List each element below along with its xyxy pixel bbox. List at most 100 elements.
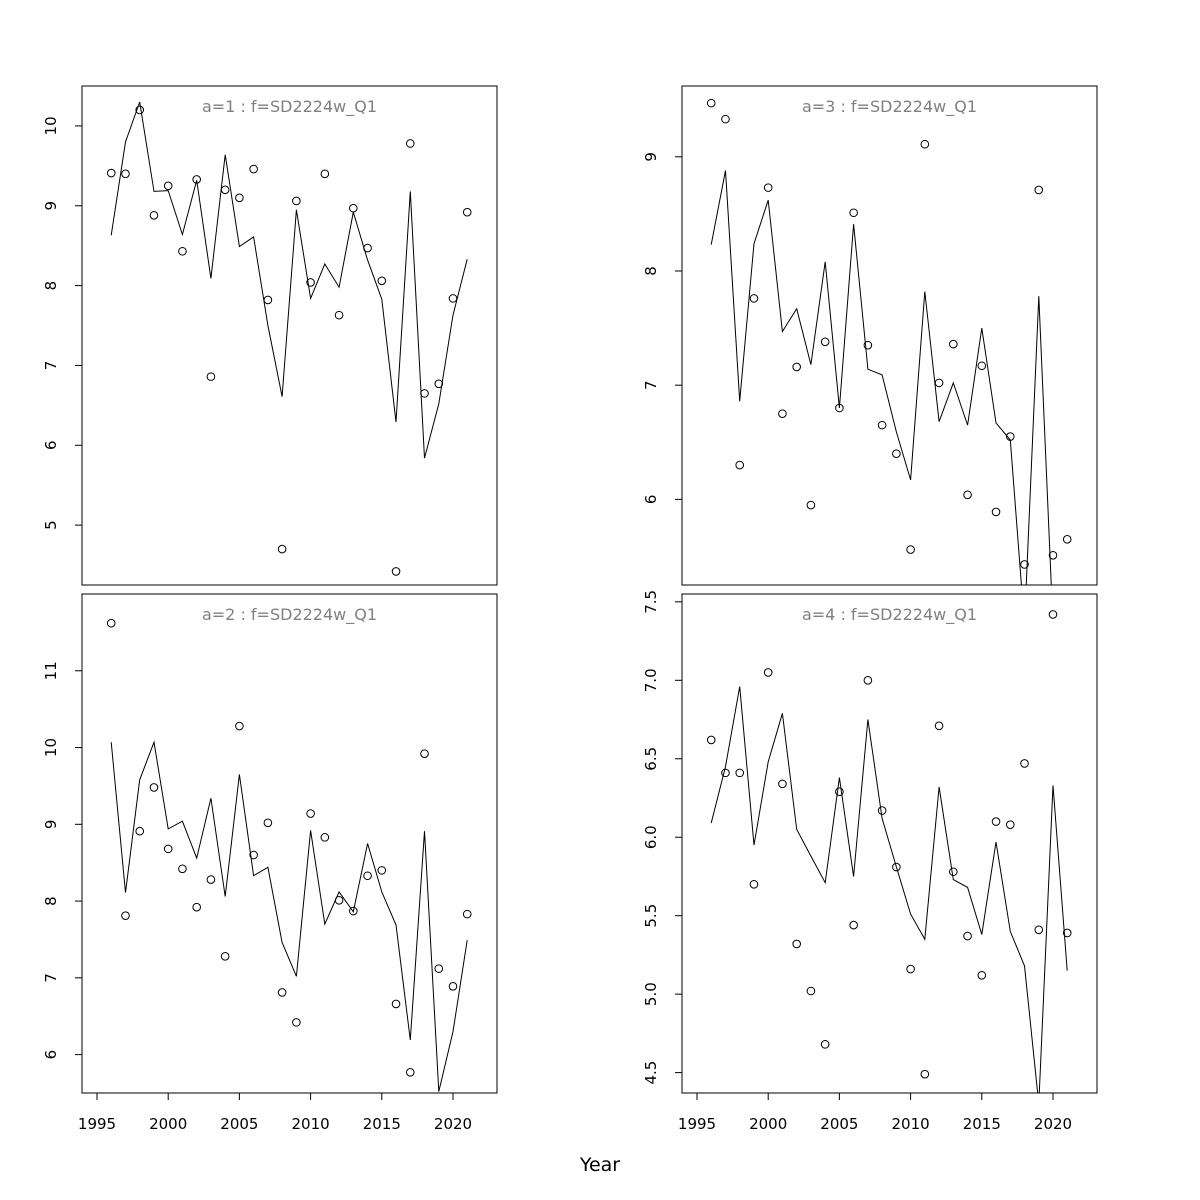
x-axis-label: Year	[579, 1154, 621, 1176]
data-point	[277, 544, 287, 554]
data-point	[1062, 928, 1072, 938]
data-point	[906, 545, 915, 554]
series-line	[110, 101, 468, 459]
x-tick-label: 1995	[78, 1115, 116, 1133]
x-tick-label: 2015	[963, 1115, 1001, 1133]
data-point	[149, 783, 159, 792]
data-point	[820, 337, 830, 347]
data-point	[163, 844, 173, 854]
data-point	[334, 310, 344, 320]
data-point	[977, 361, 987, 371]
data-point	[206, 875, 216, 884]
y-tick-label: 10	[42, 738, 60, 757]
data-point	[163, 181, 173, 191]
data-point	[706, 735, 716, 745]
data-point	[420, 389, 429, 398]
data-point	[778, 409, 787, 419]
data-point	[735, 460, 745, 470]
y-tick-label: 10	[42, 116, 60, 135]
data-point	[892, 449, 901, 458]
data-point	[220, 185, 230, 195]
data-point	[320, 833, 330, 842]
data-point	[220, 952, 230, 961]
plot-frame	[81, 85, 498, 586]
plot-frame	[81, 593, 498, 1094]
data-point	[391, 567, 401, 576]
data-point	[1005, 820, 1015, 829]
data-point	[1020, 759, 1029, 768]
plot-area	[106, 618, 472, 1092]
y-tick-label: 6	[42, 1050, 60, 1060]
y-tick-label: 9	[42, 201, 60, 211]
data-point	[462, 207, 472, 217]
data-point	[320, 169, 330, 179]
data-point	[135, 105, 145, 115]
data-point	[377, 866, 387, 875]
data-point	[920, 1069, 930, 1079]
x-tick-label: 1995	[678, 1115, 716, 1133]
y-tick-label: 8	[42, 281, 60, 291]
data-point	[306, 278, 315, 287]
data-point	[106, 168, 116, 178]
data-point	[434, 964, 444, 973]
y-tick-label: 4.5	[642, 1061, 660, 1085]
data-point	[149, 211, 159, 220]
data-point	[1062, 535, 1072, 544]
panel-title: a=3 : f=SD2224w_Q1	[802, 97, 977, 117]
data-point	[121, 169, 130, 179]
panel-title: a=2 : f=SD2224w_Q1	[202, 605, 377, 625]
data-point	[106, 618, 116, 628]
data-point	[863, 676, 873, 685]
data-point	[934, 721, 944, 731]
data-point	[391, 999, 401, 1009]
data-point	[263, 295, 273, 305]
panel-bottom-right: 4.5 5.0 5.5 6.0 6.5 7.0 7.5 1995 2000 2005 2010 201…	[642, 590, 1098, 1133]
data-point	[877, 806, 887, 815]
data-point	[135, 826, 145, 836]
data-point	[792, 939, 801, 949]
y-tick-label: 6.5	[642, 747, 660, 771]
data-point	[1020, 560, 1029, 569]
data-point	[1034, 925, 1044, 935]
data-point	[991, 507, 1001, 517]
data-point	[963, 490, 972, 500]
data-point	[178, 246, 187, 256]
data-point	[849, 208, 858, 218]
y-tick-label: 6.0	[642, 825, 660, 849]
y-tick-label: 6	[42, 441, 60, 451]
data-point	[792, 362, 801, 372]
x-tick-label: 2000	[749, 1115, 787, 1133]
data-point	[963, 931, 972, 941]
data-point	[934, 378, 944, 388]
data-point	[292, 196, 301, 206]
data-point	[920, 139, 930, 149]
data-point	[235, 193, 244, 203]
plot-frame	[681, 593, 1098, 1094]
data-point	[721, 768, 730, 778]
series-line	[710, 170, 1052, 585]
data-point	[849, 920, 858, 930]
data-point	[178, 864, 187, 874]
data-point	[877, 420, 887, 430]
data-point	[763, 668, 773, 677]
data-point	[434, 379, 444, 389]
panel-bottom-left: 6 7 8 9 10 11 1995 2000 2005 2010 2015 2020 a=2 : f=…	[42, 593, 498, 1133]
data-point	[306, 809, 315, 818]
data-point	[721, 114, 730, 124]
x-tick-label: 2010	[292, 1115, 330, 1133]
panel-top-right: 6 7 8 9 a=3 : f=SD2224w_Q1	[642, 85, 1098, 586]
y-tick-label: 7.0	[642, 668, 660, 692]
x-tick-label: 2005	[220, 1115, 258, 1133]
y-tick-label: 5.5	[642, 904, 660, 928]
data-point	[1048, 551, 1058, 560]
plot-area	[706, 98, 1072, 585]
y-tick-label: 5	[42, 520, 60, 530]
y-tick-label: 7.5	[642, 590, 660, 614]
data-point	[806, 500, 816, 510]
y-tick-label: 6	[642, 495, 660, 505]
panel-top-left: 5 6 7 8 9 10 a=1 : f=SD2224w_Q1	[42, 85, 498, 586]
data-point	[448, 294, 458, 303]
data-point	[448, 981, 458, 991]
data-point	[977, 971, 987, 980]
